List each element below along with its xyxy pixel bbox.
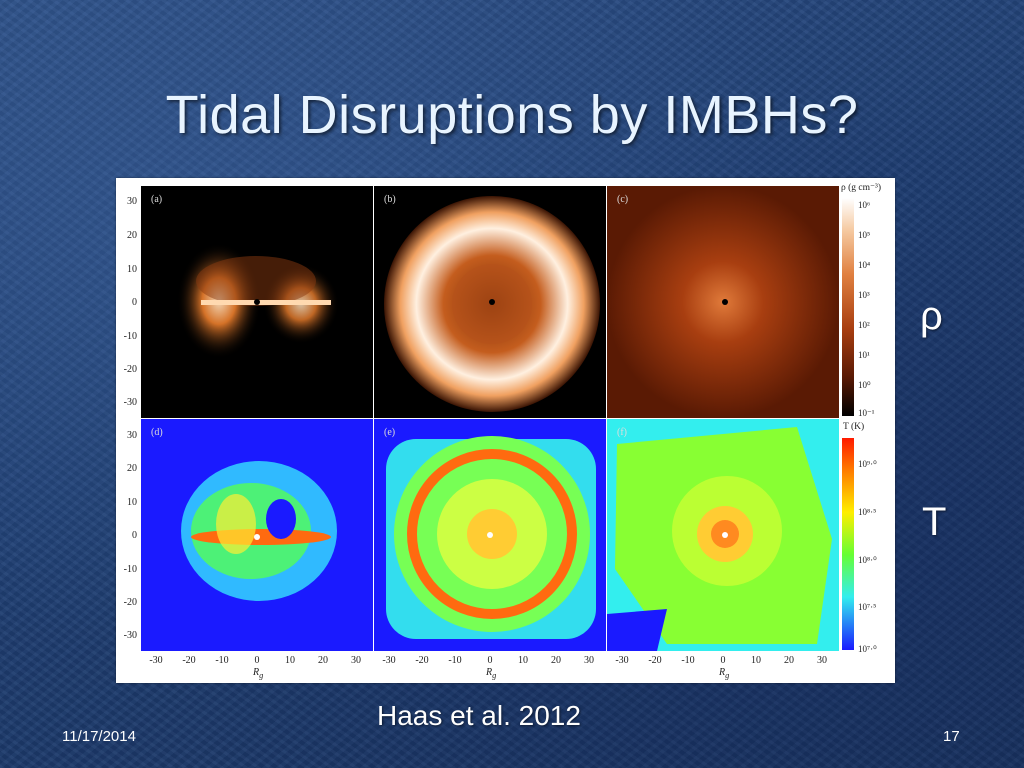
x-tick-a-m30: -30	[149, 655, 163, 666]
x-tick-b-m20: -20	[415, 655, 429, 666]
y-tick-top-30: 30	[127, 196, 137, 207]
y-tick-bot-m30: -30	[123, 630, 137, 641]
y-tick-bot-10: 10	[127, 497, 137, 508]
panel-label-c: (c)	[617, 194, 629, 205]
density-tick-6: 10⁶	[858, 200, 871, 210]
x-axis-label-a: Rg	[253, 667, 264, 680]
x-axis-label-c: Rg	[719, 667, 730, 680]
y-tick-top-m30: -30	[123, 397, 137, 408]
density-colorbar-label: ρ (g cm⁻³)	[841, 183, 882, 193]
y-tick-top-20: 20	[127, 230, 137, 241]
x-tick-b-m10: -10	[448, 655, 462, 666]
slide-date: 11/17/2014	[62, 728, 136, 745]
panel-a-density: (a)	[141, 186, 373, 418]
density-tick-3: 10³	[858, 290, 870, 300]
panel-e-temperature: (e)	[374, 419, 606, 651]
x-tick-b-10: 10	[518, 655, 528, 666]
y-tick-bot-20: 20	[127, 463, 137, 474]
slide-number: 17	[943, 728, 960, 745]
temperature-colorbar	[842, 438, 854, 650]
y-tick-bot-m10: -10	[123, 564, 137, 575]
density-colorbar	[842, 198, 854, 416]
panel-label-b: (b)	[384, 194, 396, 205]
density-tick-2: 10²	[858, 320, 870, 330]
panel-f-image	[607, 427, 832, 651]
density-tick-1: 10¹	[858, 350, 870, 360]
citation-caption: Haas et al. 2012	[377, 700, 581, 731]
x-tick-c-m30: -30	[615, 655, 629, 666]
x-axis-label-b: Rg	[486, 667, 497, 680]
density-tick-4: 10⁴	[858, 260, 871, 270]
y-tick-bot-m20: -20	[123, 597, 137, 608]
x-tick-b-m30: -30	[382, 655, 396, 666]
x-tick-a-30: 30	[351, 655, 361, 666]
x-tick-c-30: 30	[817, 655, 827, 666]
temperature-colorbar-label: T (K)	[843, 422, 865, 432]
temp-tick-7-0: 10⁷·⁰	[858, 644, 877, 654]
panel-d-image	[181, 461, 337, 601]
panel-label-a: (a)	[151, 194, 163, 205]
x-tick-c-20: 20	[784, 655, 794, 666]
panel-label-d: (d)	[151, 427, 163, 438]
panel-d-temperature: (d)	[141, 419, 373, 651]
x-tick-b-30: 30	[584, 655, 594, 666]
x-tick-a-20: 20	[318, 655, 328, 666]
x-tick-c-10: 10	[751, 655, 761, 666]
panel-c-image	[607, 186, 839, 418]
y-tick-top-0: 0	[132, 297, 137, 308]
temp-tick-7-5: 10⁷·⁵	[858, 602, 877, 612]
temperature-label: T	[922, 500, 947, 544]
x-tick-a-m20: -20	[182, 655, 196, 666]
temp-tick-9-0: 10⁹·⁰	[858, 459, 877, 469]
y-tick-bot-30: 30	[127, 430, 137, 441]
x-tick-a-10: 10	[285, 655, 295, 666]
x-tick-c-0: 0	[720, 655, 726, 666]
y-tick-bot-0: 0	[132, 530, 137, 541]
x-tick-c-m10: -10	[681, 655, 695, 666]
x-tick-a-m10: -10	[215, 655, 229, 666]
density-tick-0: 10⁰	[858, 380, 871, 390]
x-tick-b-20: 20	[551, 655, 561, 666]
temp-tick-8-0: 10⁸·⁰	[858, 555, 877, 565]
panel-f-temperature: (f)	[607, 419, 839, 651]
temp-tick-8-5: 10⁸·⁵	[858, 507, 877, 517]
panel-c-density: (c)	[607, 186, 839, 418]
y-tick-top-m10: -10	[123, 331, 137, 342]
panel-label-e: (e)	[384, 427, 396, 438]
y-tick-top-m20: -20	[123, 364, 137, 375]
panel-b-image	[384, 196, 600, 412]
slide-title: Tidal Disruptions by IMBHs?	[165, 85, 859, 145]
panel-label-f: (f)	[617, 427, 627, 438]
x-tick-a-0: 0	[254, 655, 260, 666]
panel-b-density: (b)	[374, 186, 606, 418]
x-tick-b-0: 0	[487, 655, 493, 666]
panel-e-image	[386, 436, 596, 639]
y-tick-top-10: 10	[127, 264, 137, 275]
simulation-figure: (a) (b)	[116, 178, 895, 683]
rho-label: ρ	[920, 294, 943, 338]
x-tick-c-m20: -20	[648, 655, 662, 666]
density-tick-5: 10⁵	[858, 230, 871, 240]
panel-a-image	[177, 243, 339, 359]
density-tick-m1: 10⁻¹	[858, 408, 875, 418]
